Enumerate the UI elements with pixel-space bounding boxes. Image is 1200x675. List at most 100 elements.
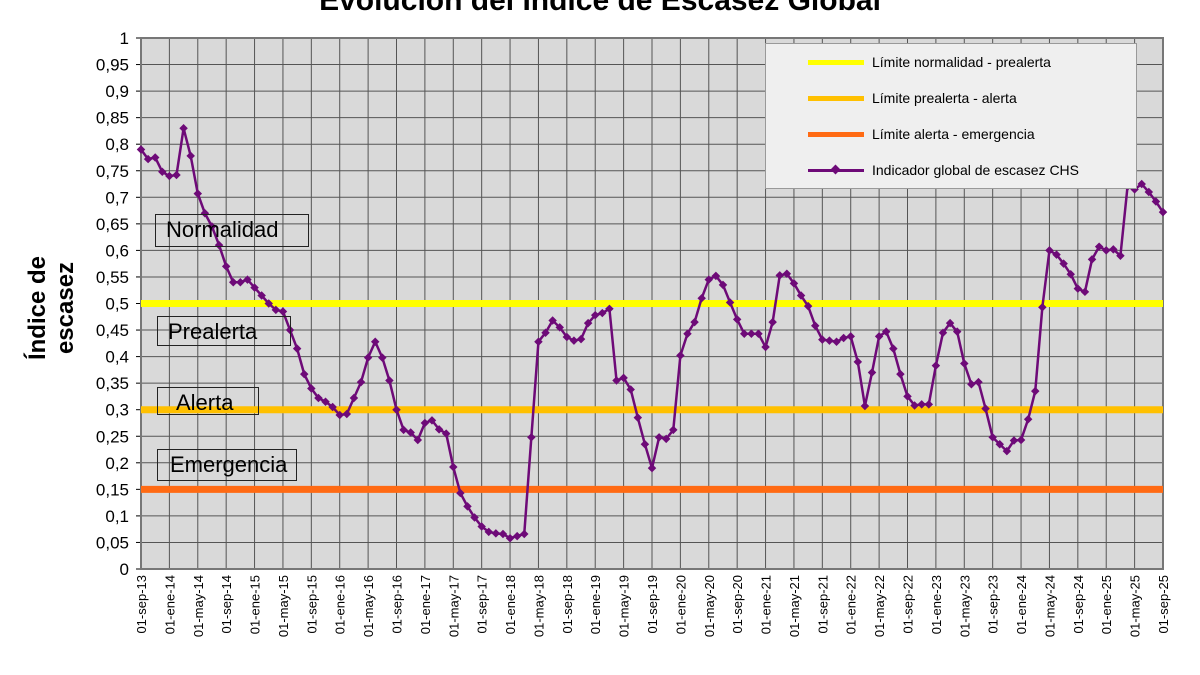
data-point	[924, 400, 934, 409]
data-point	[903, 392, 912, 401]
data-point	[789, 279, 799, 288]
data-point	[612, 376, 621, 385]
data-point	[910, 401, 919, 410]
data-point	[853, 357, 863, 367]
data-point	[974, 377, 983, 387]
data-point	[633, 413, 643, 422]
legend-label: Límite prealerta - alerta	[872, 90, 1017, 106]
x-tick-label: 01-sep-20	[730, 575, 745, 634]
y-tick-label: 0,9	[105, 82, 129, 101]
data-point	[321, 397, 330, 406]
data-point	[299, 369, 309, 379]
data-point	[640, 439, 650, 449]
data-point	[754, 329, 763, 339]
data-point	[931, 361, 941, 370]
y-tick-label: 1	[120, 29, 129, 48]
data-point	[505, 533, 515, 543]
data-point	[356, 377, 366, 387]
x-tick-label: 01-may-24	[1042, 575, 1057, 637]
data-point	[193, 189, 203, 198]
data-point	[470, 513, 479, 522]
x-tick-label: 01-sep-23	[986, 575, 1001, 634]
data-point	[512, 531, 522, 541]
legend-item-alerta: Límite alerta - emergencia	[808, 124, 1035, 144]
data-point	[257, 291, 266, 300]
y-tick-label: 0,1	[105, 507, 129, 526]
data-point	[995, 439, 1005, 449]
x-tick-label: 01-may-18	[531, 575, 546, 637]
data-point	[683, 329, 692, 339]
x-tick-label: 01-may-15	[276, 575, 291, 637]
data-point	[1087, 255, 1097, 264]
data-point	[661, 434, 671, 444]
legend-label: Indicador global de escasez CHS	[872, 162, 1080, 178]
legend-swatch	[808, 131, 864, 137]
data-point	[576, 334, 586, 344]
data-point	[1059, 259, 1068, 268]
data-point	[449, 462, 458, 472]
data-point	[179, 124, 188, 133]
data-point	[569, 336, 579, 345]
x-tick-label: 01-sep-21	[815, 575, 830, 634]
data-point	[938, 328, 948, 337]
data-point	[143, 154, 153, 164]
data-point	[229, 278, 238, 287]
data-point	[434, 425, 444, 434]
data-point	[1080, 287, 1090, 297]
data-point	[867, 368, 877, 377]
x-tick-label: 01-ene-21	[759, 575, 774, 634]
y-tick-label: 0,65	[96, 215, 129, 234]
data-point	[520, 529, 529, 539]
data-point	[534, 337, 543, 346]
data-point	[711, 271, 721, 281]
data-point	[498, 529, 508, 539]
zone-label-normalidad: Normalidad	[155, 214, 309, 247]
data-point	[541, 328, 550, 337]
data-point	[782, 269, 792, 279]
data-point	[250, 283, 259, 292]
data-point	[676, 351, 685, 360]
y-tick-label: 0,55	[96, 268, 129, 287]
y-tick-label: 0,25	[96, 427, 129, 446]
data-point	[186, 151, 195, 161]
data-point	[839, 333, 848, 343]
data-point	[406, 428, 415, 437]
x-tick-label: 01-sep-24	[1071, 575, 1086, 634]
data-point	[796, 291, 806, 300]
data-point	[832, 337, 841, 346]
y-tick-label: 0,2	[105, 454, 129, 473]
data-point	[647, 463, 657, 473]
data-point	[484, 527, 494, 537]
x-tick-label: 01-sep-22	[901, 575, 916, 634]
x-tick-label: 01-sep-17	[475, 575, 490, 634]
x-tick-label: 01-may-21	[787, 575, 802, 637]
y-tick-label: 0,75	[96, 162, 129, 181]
data-point	[150, 153, 160, 162]
data-point	[335, 410, 344, 420]
x-tick-label: 01-may-14	[191, 575, 206, 637]
data-point	[740, 329, 749, 339]
chart-title: Evolución del Índice de Escasez Global	[319, 0, 881, 17]
data-point	[370, 337, 380, 346]
data-point	[626, 385, 635, 394]
data-point	[307, 384, 316, 393]
legend-item-prealerta: Límite prealerta - alerta	[808, 88, 1017, 108]
x-tick-label: 01-may-16	[361, 575, 376, 637]
x-tick-label: 01-ene-24	[1014, 575, 1029, 634]
y-tick-label: 0,3	[105, 401, 129, 420]
data-point	[583, 318, 593, 328]
x-tick-label: 01-sep-19	[645, 575, 660, 634]
data-point	[718, 280, 728, 290]
x-tick-label: 01-ene-19	[588, 575, 603, 634]
legend-item-indicator: Indicador global de escasez CHS	[808, 160, 1079, 180]
data-point	[619, 373, 628, 383]
data-point	[981, 404, 990, 413]
x-tick-label: 01-ene-22	[844, 575, 859, 634]
data-point	[775, 271, 784, 280]
data-point	[967, 379, 976, 389]
y-tick-label: 0,7	[105, 188, 129, 207]
data-point	[392, 405, 401, 414]
data-point	[690, 317, 699, 327]
data-point	[874, 332, 884, 341]
data-point	[271, 305, 281, 315]
